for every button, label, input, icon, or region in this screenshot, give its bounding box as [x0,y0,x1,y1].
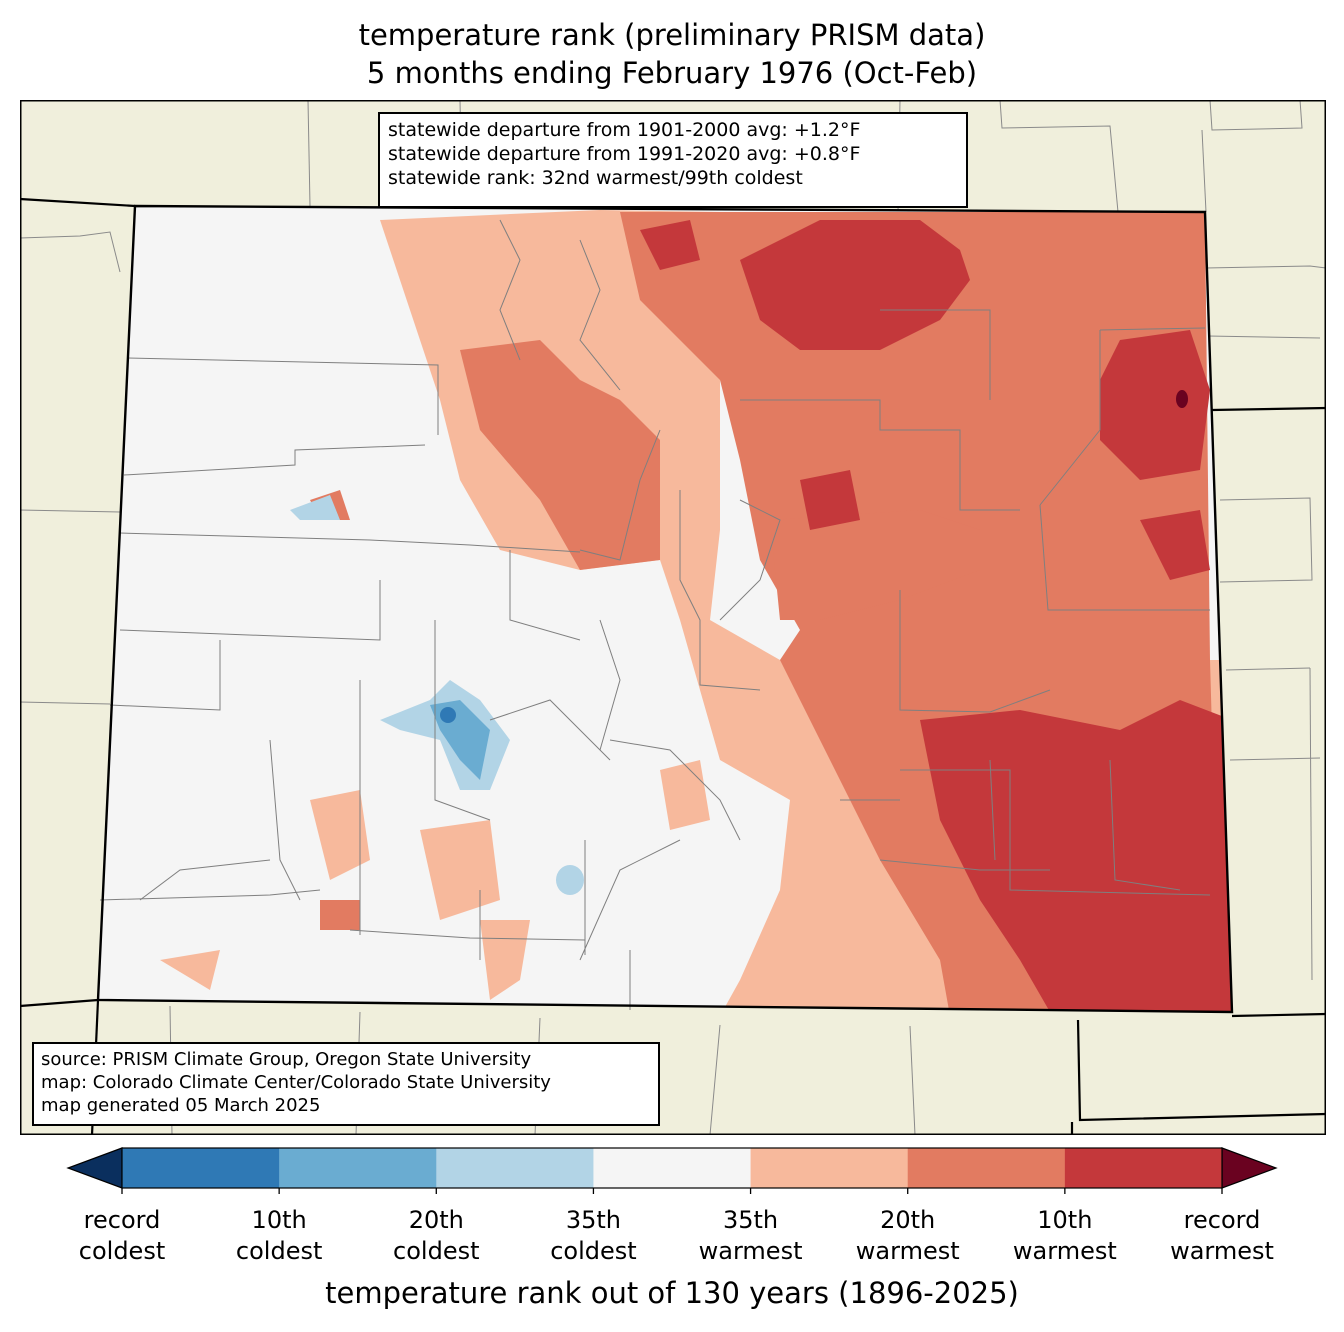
colorbar-tick-label-line1: 10th [251,1206,307,1234]
colorbar-label: temperature rank out of 130 years (1896-… [325,1276,1019,1310]
colorbar-bin-5 [907,1148,1066,1188]
map-title-line1: temperature rank (preliminary PRISM data… [358,18,986,52]
map-generated-line: map generated 05 March 2025 [41,1095,321,1116]
colorbar-tick-label-line2: coldest [235,1237,323,1265]
colorado-rank-map [20,100,1326,1135]
stats-departure-1991-2020: statewide departure from 1991-2020 avg: … [388,143,861,165]
colorbar-tick-label-line2: warmest [1012,1237,1117,1265]
colorbar-tick-label-line1: 10th [1037,1206,1093,1234]
colorbar-tick-label-3: 35th coldest [518,1205,668,1267]
stats-rank: statewide rank: 32nd warmest/99th coldes… [388,167,803,189]
statewide-stats-box: statewide departure from 1901-2000 avg: … [378,112,968,208]
colorbar-tick-label-line2: coldest [78,1237,166,1265]
colorbar-tick-label-line1: 20th [408,1206,464,1234]
colorbar-tick-label-line1: record [1183,1206,1261,1234]
rank-shading [98,206,1232,1012]
colorbar-bin-6 [1064,1148,1223,1188]
colorbar-extend-high [1221,1147,1278,1189]
colorbar-bin-3 [593,1148,752,1188]
colorbar-bin-1 [279,1148,437,1188]
colorbar-tick-label-line2: coldest [393,1237,480,1265]
source-line: source: PRISM Climate Group, Oregon Stat… [41,1049,532,1070]
colorbar-tick-label-line1: 35th [565,1206,621,1234]
colorbar-bin-0 [122,1148,280,1188]
map-frame [20,100,1326,1135]
colorbar-extend-low [66,1147,123,1189]
stats-departure-1901-2000: statewide departure from 1901-2000 avg: … [388,119,861,141]
colorbar-tick-label-6: 10th warmest [990,1205,1140,1267]
colorbar-bin-4 [750,1148,909,1188]
colorbar-tick-label-line2: warmest [855,1237,960,1265]
colorbar-tick-label-1: 10th coldest [204,1205,354,1267]
colorbar-tick-label-line2: coldest [550,1237,637,1265]
colorado-border [96,204,1234,1014]
colorbar-tick-label-line1: 35th [722,1206,779,1234]
colorbar-tick-label-0: record coldest [47,1205,197,1267]
colorbar-tick-label-2: 20th coldest [361,1205,511,1267]
colorbar-tick-label-4: 35th warmest [676,1205,826,1267]
colorbar-tick-label-line1: record [83,1206,161,1234]
colorbar-tick-label-5: 20th warmest [833,1205,983,1267]
colorbar-tick-label-line2: warmest [698,1237,803,1265]
map-credit-line: map: Colorado Climate Center/Colorado St… [41,1072,551,1093]
colorbar [66,1147,1278,1194]
colorbar-bin-2 [436,1148,594,1188]
source-box: source: PRISM Climate Group, Oregon Stat… [32,1042,660,1126]
colorbar-tick-label-line2: warmest [1170,1237,1274,1265]
colorbar-tick-label-line1: 20th [880,1206,936,1234]
map-title-line2: 5 months ending February 1976 (Oct-Feb) [366,56,978,90]
colorbar-tick-label-7: record warmest [1147,1205,1297,1267]
